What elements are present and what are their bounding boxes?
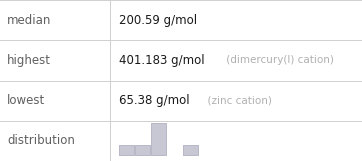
Bar: [151, 123, 166, 155]
Text: 200.59 g/mol: 200.59 g/mol: [119, 14, 198, 27]
Text: 401.183 g/mol: 401.183 g/mol: [119, 54, 205, 67]
Text: lowest: lowest: [7, 94, 46, 107]
Text: 65.38 g/mol: 65.38 g/mol: [119, 94, 190, 107]
Bar: [183, 145, 198, 155]
Bar: [119, 145, 134, 155]
Text: (zinc cation): (zinc cation): [201, 96, 272, 106]
Text: (dimercury(I) cation): (dimercury(I) cation): [223, 55, 333, 65]
Text: distribution: distribution: [7, 134, 75, 147]
Bar: [135, 145, 150, 155]
Text: highest: highest: [7, 54, 51, 67]
Text: median: median: [7, 14, 52, 27]
